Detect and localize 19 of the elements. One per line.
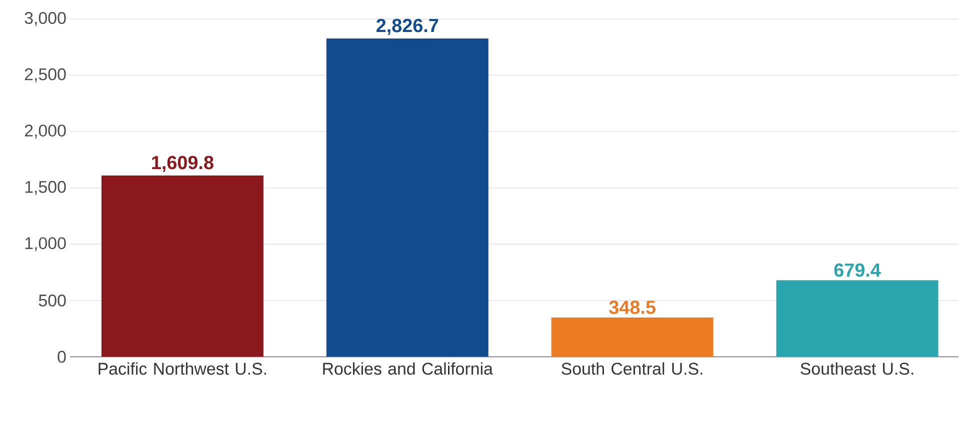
data-label: 1,609.8 [152, 156, 214, 172]
y-tick-label: 0 [58, 350, 66, 363]
x-tick-label: South Central U.S. [562, 362, 702, 375]
bar [551, 318, 714, 357]
y-tick-label: 2,000 [24, 124, 66, 139]
y-tick-label: 500 [38, 294, 66, 307]
bar [776, 280, 938, 357]
bar [326, 38, 488, 357]
x-tick-label: Southeast U.S. [800, 362, 914, 375]
y-tick-label: 2,500 [24, 68, 66, 82]
x-tick-label: Rockies and California [323, 362, 493, 375]
data-label: 679.4 [834, 263, 881, 277]
x-tick-label: Pacific Northwest U.S. [98, 362, 266, 375]
y-tick-label: 1,500 [25, 181, 66, 195]
data-label: 2,826.7 [376, 18, 438, 36]
bar [101, 176, 264, 357]
y-tick-label: 3,000 [24, 12, 66, 26]
data-label: 348.5 [609, 300, 656, 314]
y-tick-label: 1,000 [25, 237, 66, 252]
